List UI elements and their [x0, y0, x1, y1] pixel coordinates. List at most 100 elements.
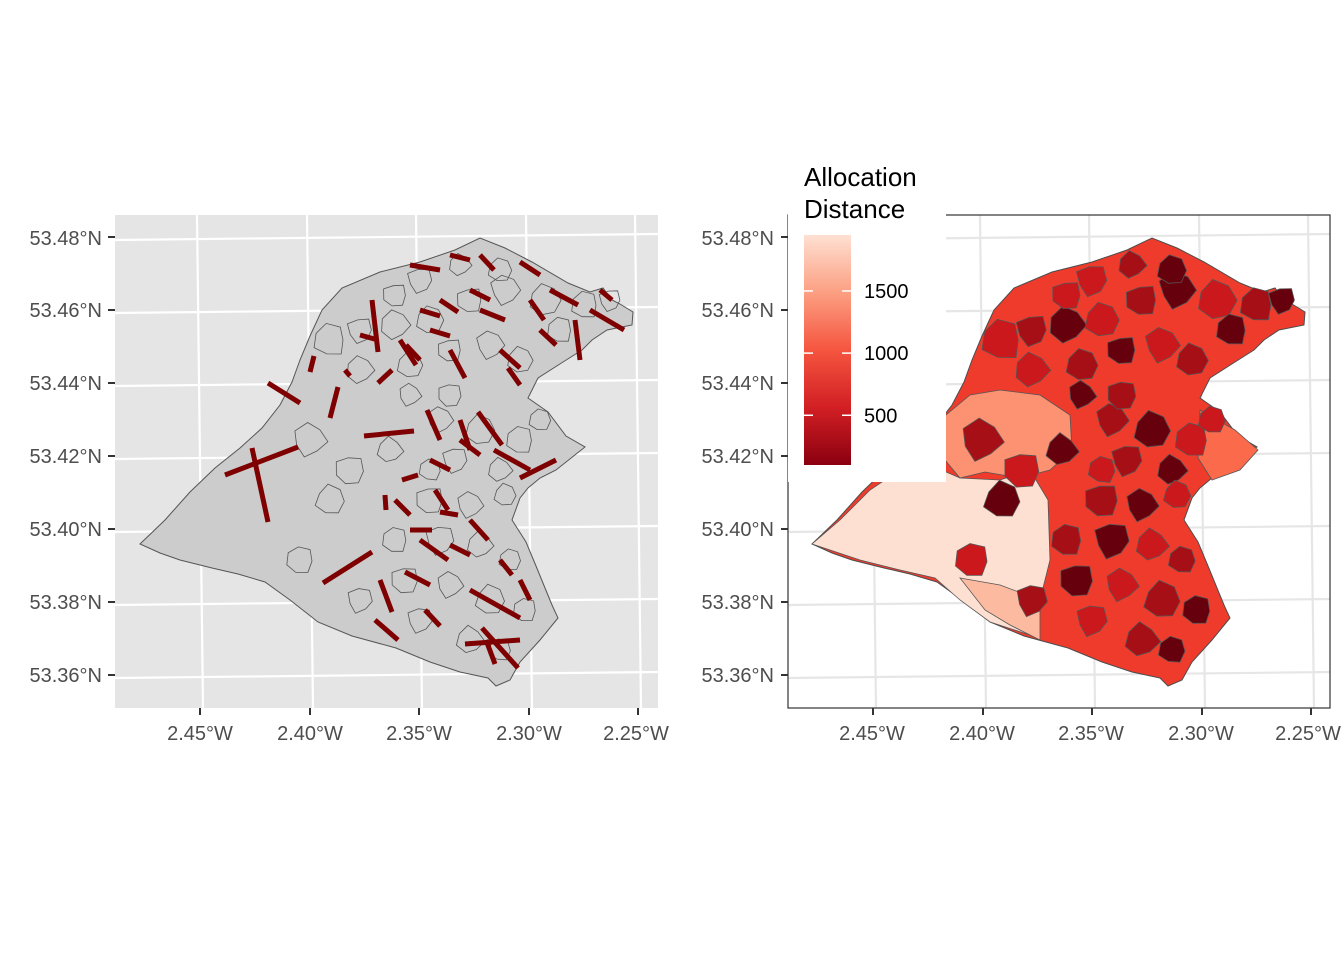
- region-boundary: [335, 457, 364, 485]
- region-boundary: [493, 482, 517, 506]
- right-y-tick-label: 53.38°N: [702, 592, 775, 614]
- region-boundary: [513, 598, 536, 621]
- allocation-line: [377, 579, 395, 613]
- choropleth-cell: [955, 543, 988, 576]
- allocation-line: [373, 618, 400, 642]
- allocation-line: [321, 549, 374, 586]
- allocation-line: [468, 287, 492, 303]
- region-boundary: [391, 568, 418, 594]
- region-boundary: [490, 274, 522, 307]
- choropleth-cell: [1069, 379, 1098, 410]
- allocation-line: [498, 348, 522, 370]
- region-boundary: [442, 448, 468, 474]
- allocation-line: [419, 307, 441, 319]
- right-choropleth-cells: [811, 250, 1295, 663]
- allocation-line: [224, 444, 299, 478]
- region-boundary: [416, 305, 445, 334]
- allocation-line: [409, 262, 441, 273]
- allocation-line: [468, 587, 522, 621]
- choropleth-cell: [1143, 579, 1181, 617]
- region-boundary: [571, 290, 597, 318]
- choropleth-cell: [1162, 479, 1192, 508]
- region-boundary: [383, 284, 406, 307]
- left-x-tick-label: 2.40°W: [277, 723, 343, 745]
- choropleth-cell: [1015, 351, 1052, 388]
- allocation-line: [393, 498, 412, 517]
- region-boundary: [381, 309, 412, 341]
- left-region-boundaries: [286, 253, 621, 661]
- choropleth-cell: [1076, 605, 1108, 638]
- choropleth-cell: [1049, 305, 1088, 344]
- choropleth-cell: [1216, 313, 1246, 345]
- allocation-line: [475, 410, 505, 447]
- right-panel: Allocation Distance 1500 1000 500: [781, 160, 1331, 715]
- choropleth-cell: [1004, 454, 1040, 488]
- allocation-line: [343, 368, 352, 378]
- right-y-tick-label: 53.42°N: [702, 446, 775, 468]
- allocation-line: [249, 447, 271, 523]
- left-axes: [108, 236, 639, 715]
- choropleth-cell: [1084, 301, 1120, 337]
- left-y-tick-label: 53.48°N: [30, 228, 103, 250]
- allocation-line: [403, 569, 432, 588]
- allocation-line: [438, 297, 460, 315]
- right-y-tick-label: 53.40°N: [702, 519, 775, 541]
- choropleth-cell: [1157, 635, 1186, 663]
- allocation-line: [404, 343, 422, 362]
- right-y-tick-label: 53.44°N: [702, 373, 775, 395]
- allocation-line: [572, 319, 583, 361]
- legend: Allocation Distance 1500 1000 500: [788, 160, 946, 482]
- right-y-tick-label: 53.36°N: [702, 665, 775, 687]
- region-boundary: [416, 488, 443, 514]
- right-x-tick-labels: 2.45°W 2.40°W 2.35°W 2.30°W 2.25°W: [839, 723, 1341, 745]
- region-boundary: [488, 456, 514, 482]
- region-boundary: [407, 268, 433, 294]
- choropleth-cell: [1268, 288, 1295, 315]
- legend-title-line2: Distance: [804, 194, 905, 224]
- left-y-tick-label: 53.36°N: [30, 665, 103, 687]
- allocation-line: [479, 307, 506, 323]
- right-axes: [781, 236, 1312, 715]
- allocation-line: [327, 386, 341, 419]
- legend-label-500: 500: [864, 405, 897, 427]
- right-y-tick-label: 53.46°N: [702, 300, 775, 322]
- allocation-line: [423, 608, 442, 628]
- region-boundary: [438, 339, 461, 362]
- allocation-line: [382, 494, 389, 511]
- allocation-line: [363, 428, 415, 439]
- allocation-line: [376, 368, 394, 385]
- choropleth-cell: [1107, 381, 1137, 410]
- choropleth-cell: [1135, 527, 1171, 561]
- gridline-horizontal: [115, 232, 658, 242]
- allocation-line: [429, 327, 451, 339]
- allocation-line: [447, 348, 468, 380]
- region-boundary: [286, 546, 313, 573]
- left-y-tick-label: 53.40°N: [30, 519, 103, 541]
- allocation-line: [498, 558, 514, 577]
- legend-colorbar: [804, 235, 851, 465]
- region-boundary: [507, 345, 534, 373]
- allocation-line: [401, 472, 419, 483]
- left-panel: [108, 215, 658, 715]
- choropleth-cell: [1167, 545, 1196, 573]
- allocation-line: [468, 518, 490, 542]
- legend-label-1500: 1500: [864, 281, 909, 303]
- choropleth-cell: [1085, 485, 1118, 517]
- allocation-line: [478, 253, 496, 272]
- region-boundary: [376, 435, 405, 463]
- allocation-line: [538, 328, 558, 347]
- region-boundary: [346, 318, 372, 344]
- region-boundary: [437, 571, 465, 599]
- right-x-tick-label: 2.25°W: [1275, 723, 1341, 745]
- allocation-line: [483, 639, 498, 665]
- allocation-line: [518, 457, 558, 481]
- region-boundary: [294, 422, 329, 458]
- choropleth-cell: [1156, 254, 1188, 284]
- choropleth-cell: [1198, 279, 1238, 320]
- allocation-line: [428, 457, 452, 473]
- choropleth-cell: [1111, 446, 1143, 478]
- allocation-line: [505, 366, 523, 387]
- choropleth-cell: [962, 417, 1005, 462]
- allocation-line: [527, 298, 547, 322]
